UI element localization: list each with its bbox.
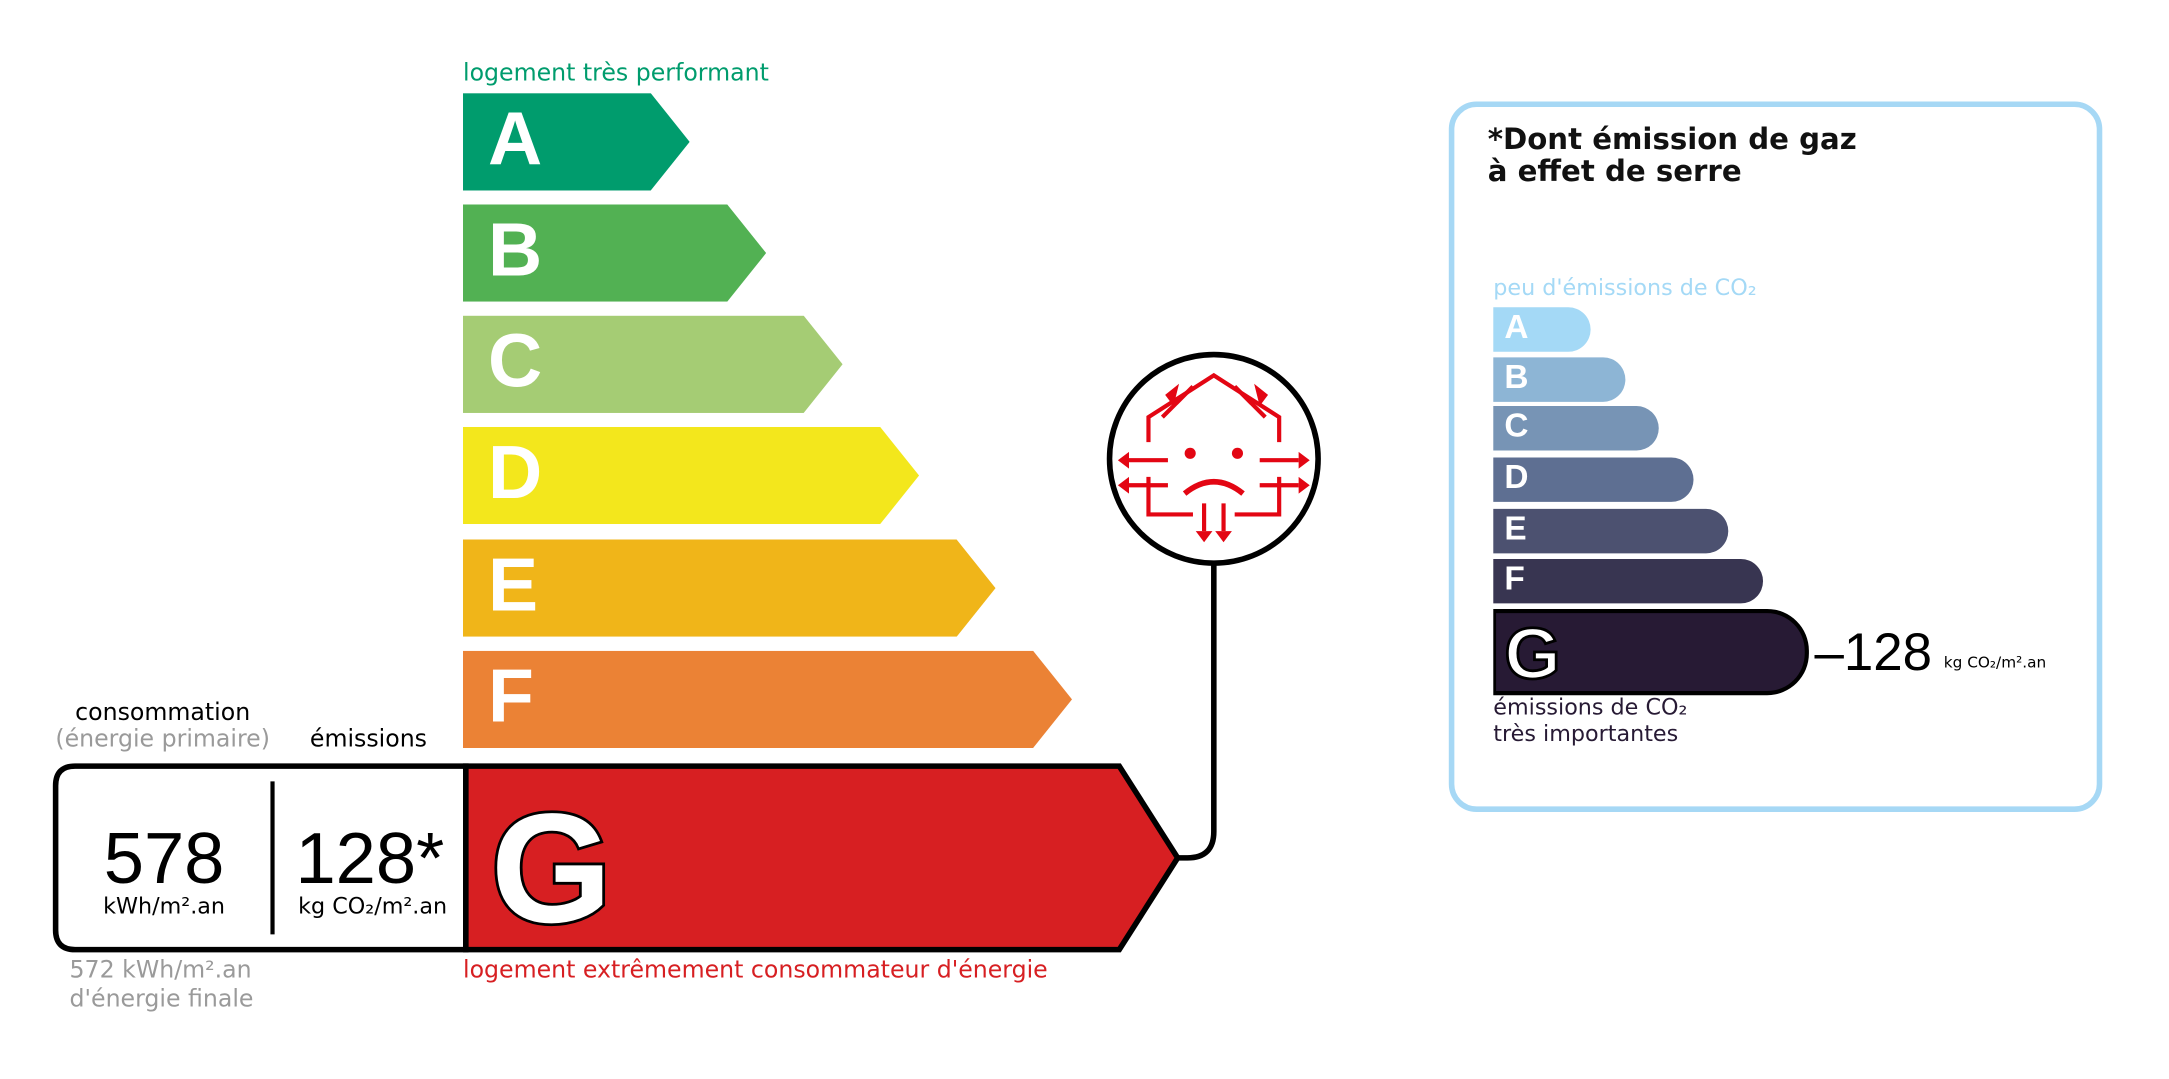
ges-unit: kg CO₂/m².an [1943,653,2047,672]
dpe-class-f: F [463,650,1072,749]
dpe-class-g-letter: G [491,781,612,955]
consumption-sublabel: (énergie primaire) [55,725,270,754]
class-letter: B [488,208,543,292]
emissions-unit: kg CO₂/m².an [298,892,448,920]
ges-class-g: G [1493,608,1809,696]
ges-title-line2: à effet de serre [1487,154,1742,188]
ges-value: –128 [1814,624,1933,683]
ges-class-c: C [1493,405,1659,451]
ges-bottom-label-line2: très importantes [1493,720,1679,747]
emissions-label: émissions [309,725,428,754]
emissions-value: 128* [295,818,445,900]
dpe-top-label: logement très performant [463,59,769,88]
dpe-current-class-shape: G [52,351,1321,958]
class-letter: B [1504,358,1529,397]
final-energy-value: 572 kWh/m².an [69,956,252,985]
consumption-unit: kWh/m².an [103,892,226,920]
connector-line [1177,564,1217,861]
house-energy-loss-sad-icon [1129,372,1299,532]
class-letter: C [488,319,543,404]
class-letter: A [1504,308,1529,347]
class-letter: A [488,97,543,181]
class-letter: D [488,431,543,515]
ges-class-f: F [1493,558,1764,604]
class-letter: E [488,543,539,628]
consumption-value: 578 [103,818,225,900]
values-box [52,763,469,953]
ges-class-d: D [1493,457,1694,502]
consumption-label: consommation [75,699,251,728]
final-energy-label: d'énergie finale [69,985,254,1014]
class-letter: F [1504,560,1525,598]
ges-title-line1: *Dont émission de gaz [1487,122,1857,156]
ges-class-b: B [1493,357,1626,402]
dpe-class-d: D [463,426,920,525]
dpe-class-c: C [463,315,843,413]
ges-panel [1448,101,2103,812]
ges-class-e: E [1493,508,1729,554]
ges-bottom-label-line1: émissions de CO₂ [1493,693,1688,721]
class-letter: F [488,654,534,739]
dpe-class-b: B [463,204,767,302]
class-letter: D [1504,458,1529,497]
dpe-class-e: E [463,539,996,637]
dpe-class-a: A [463,93,690,191]
class-letter: C [1504,407,1529,445]
class-letter: G [1503,614,1562,696]
dpe-bottom-label: logement extrêmement consommateur d'éner… [463,956,1048,985]
ges-top-label: peu d'émissions de CO₂ [1493,273,1757,301]
class-letter: E [1504,510,1527,548]
ges-class-a: A [1493,307,1591,352]
